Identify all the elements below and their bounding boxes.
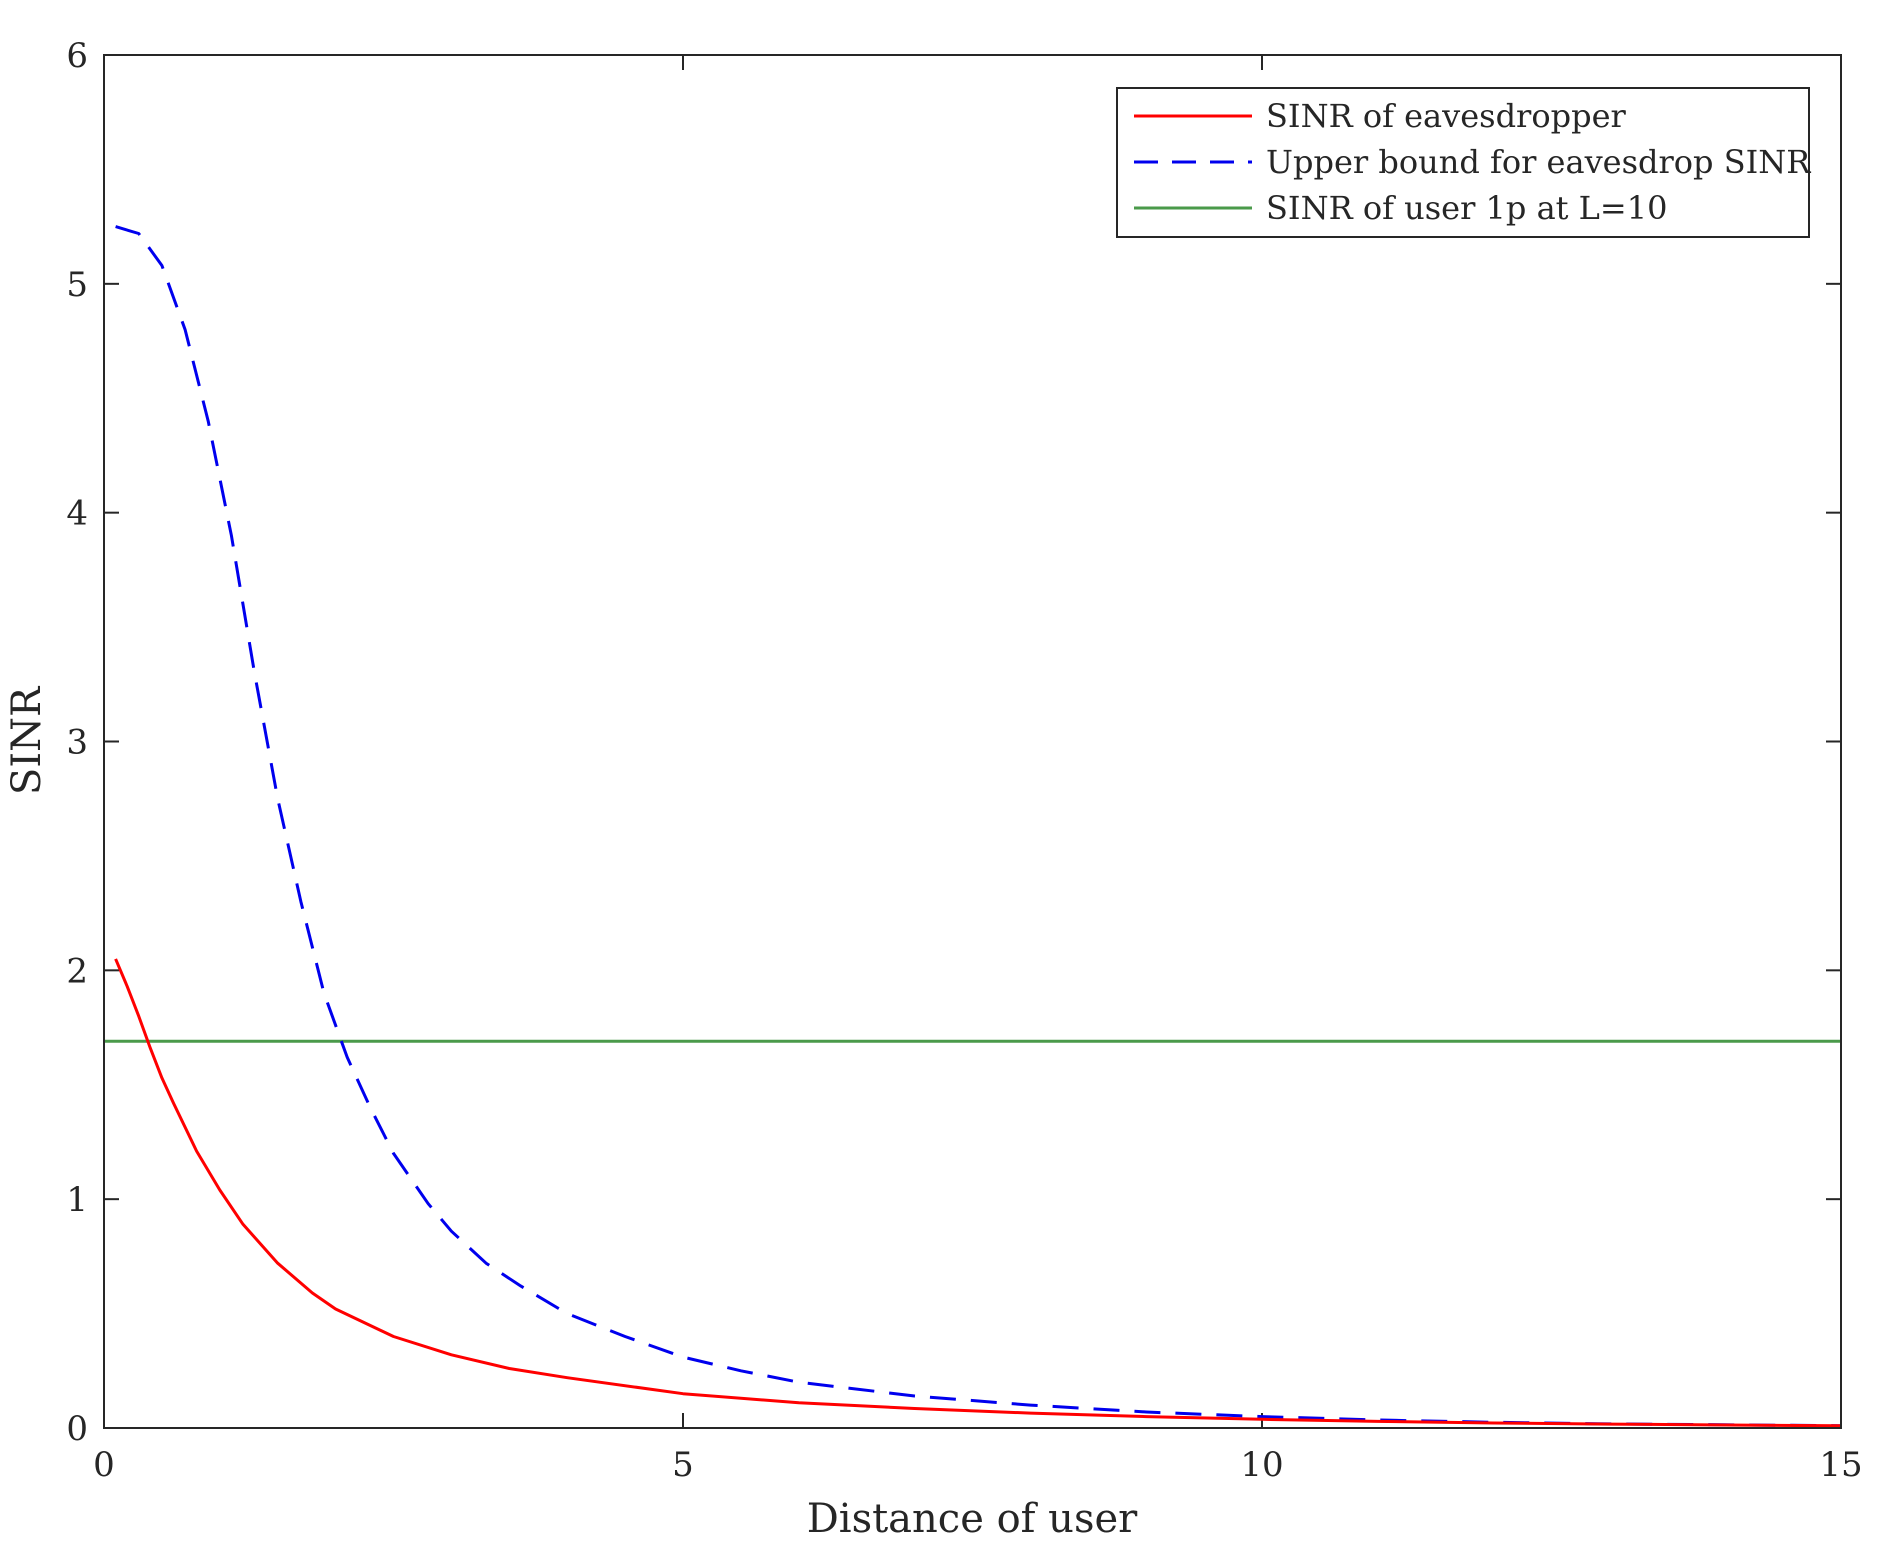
y-tick-label: 5 — [66, 265, 88, 305]
y-tick-label: 6 — [66, 36, 88, 76]
y-tick-label: 3 — [66, 723, 88, 763]
y-tick-label: 1 — [66, 1180, 88, 1220]
x-tick-label: 10 — [1240, 1445, 1283, 1485]
x-tick-label: 0 — [93, 1445, 115, 1485]
tick-labels: 0 5 10 15 0 1 2 3 4 5 6 — [66, 36, 1862, 1485]
series-group — [104, 225, 1842, 1428]
y-tick-label: 0 — [66, 1409, 88, 1449]
x-tick-label: 5 — [672, 1445, 694, 1485]
legend-label-upper-bound: Upper bound for eavesdrop SINR — [1266, 143, 1811, 181]
y-axis-title: SINR — [4, 685, 50, 795]
plot-background — [104, 55, 1841, 1428]
y-tick-label: 2 — [66, 951, 88, 991]
legend-label-eavesdropper: SINR of eavesdropper — [1266, 97, 1627, 135]
x-axis-title: Distance of user — [807, 1496, 1138, 1542]
series-line-eavesdropper — [114, 958, 1842, 1428]
legend: SINR of eavesdropper Upper bound for eav… — [1116, 87, 1811, 238]
y-tick-label: 4 — [66, 494, 88, 534]
plot-frame — [103, 54, 1842, 1429]
x-tick-label: 15 — [1819, 1445, 1862, 1485]
legend-label-user-1p: SINR of user 1p at L=10 — [1266, 189, 1667, 227]
series-line-upper-bound — [115, 225, 1842, 1428]
